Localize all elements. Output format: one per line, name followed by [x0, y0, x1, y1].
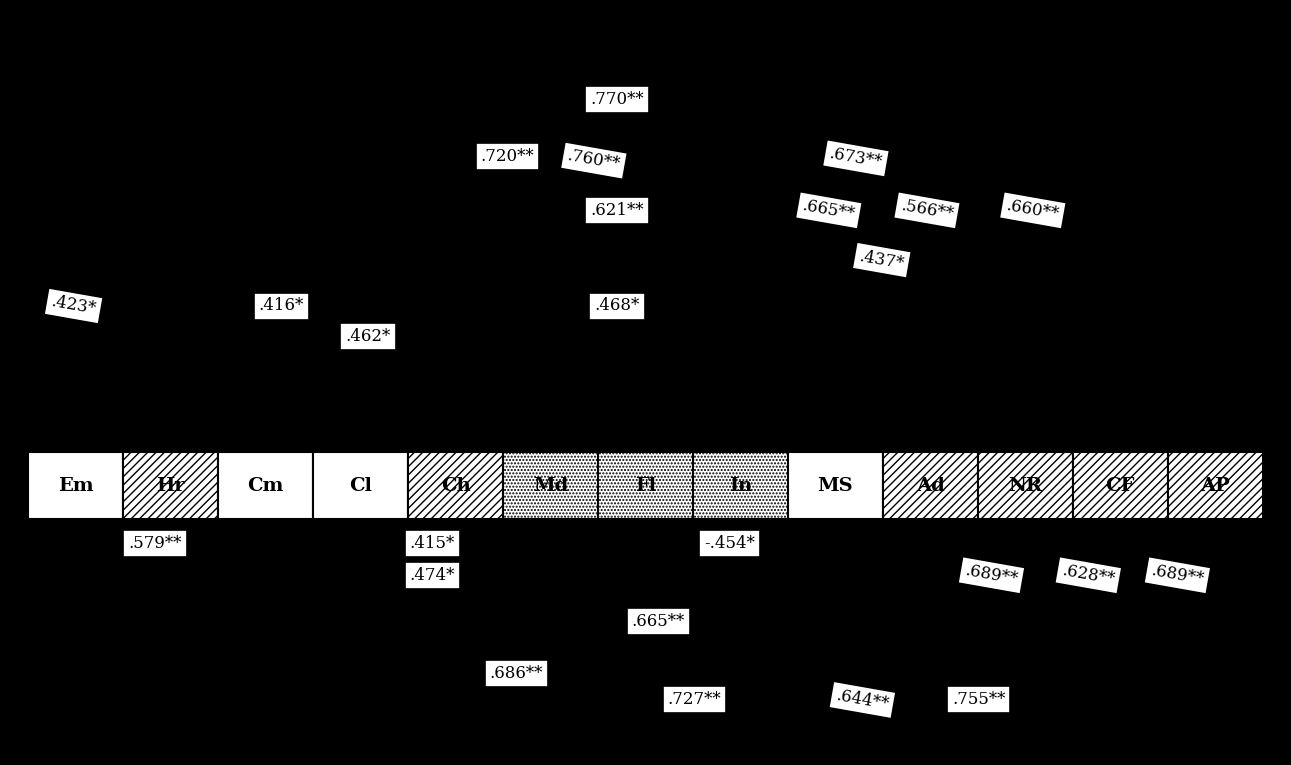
Text: MS: MS — [817, 477, 853, 495]
Text: In: In — [729, 477, 753, 495]
Text: .720**: .720** — [480, 148, 534, 165]
Text: NR: NR — [1008, 477, 1042, 495]
FancyBboxPatch shape — [28, 452, 124, 519]
Text: Ad: Ad — [915, 477, 945, 495]
Text: Cm: Cm — [248, 477, 284, 495]
FancyBboxPatch shape — [408, 452, 503, 519]
Text: .689**: .689** — [1149, 562, 1206, 588]
Text: Hr: Hr — [156, 477, 185, 495]
Text: .660**: .660** — [1004, 197, 1061, 223]
Text: .468*: .468* — [594, 298, 640, 314]
Text: .770**: .770** — [590, 91, 644, 108]
FancyBboxPatch shape — [314, 452, 408, 519]
Text: Cl: Cl — [349, 477, 372, 495]
Text: -.454*: -.454* — [704, 535, 755, 552]
Text: .755**: .755** — [951, 692, 1006, 708]
FancyBboxPatch shape — [883, 452, 977, 519]
Text: CF: CF — [1105, 477, 1135, 495]
FancyBboxPatch shape — [1167, 452, 1263, 519]
Text: Md: Md — [533, 477, 568, 495]
Text: .437*: .437* — [859, 248, 905, 272]
Text: .415*: .415* — [409, 535, 456, 552]
FancyBboxPatch shape — [693, 452, 788, 519]
Text: .760**: .760** — [565, 148, 622, 174]
Text: .673**: .673** — [828, 145, 884, 171]
Text: Fl: Fl — [635, 477, 656, 495]
FancyBboxPatch shape — [124, 452, 218, 519]
Text: Em: Em — [58, 477, 94, 495]
Text: .686**: .686** — [489, 665, 544, 682]
FancyBboxPatch shape — [977, 452, 1073, 519]
Text: .462*: .462* — [345, 328, 391, 345]
Text: AP: AP — [1201, 477, 1230, 495]
FancyBboxPatch shape — [788, 452, 883, 519]
FancyBboxPatch shape — [218, 452, 314, 519]
Text: .644**: .644** — [834, 687, 891, 713]
Text: .727**: .727** — [667, 692, 722, 708]
Text: .566**: .566** — [900, 197, 954, 223]
Text: .621**: .621** — [590, 202, 644, 219]
Text: .416*: .416* — [258, 298, 305, 314]
FancyBboxPatch shape — [503, 452, 598, 519]
Text: .628**: .628** — [1060, 562, 1117, 588]
Text: Ch: Ch — [440, 477, 470, 495]
Text: .474*: .474* — [409, 567, 456, 584]
Text: .423*: .423* — [50, 294, 97, 318]
Text: .665**: .665** — [631, 613, 686, 630]
Text: .665**: .665** — [802, 197, 856, 223]
Text: .579**: .579** — [128, 535, 182, 552]
Text: .689**: .689** — [963, 562, 1020, 588]
FancyBboxPatch shape — [598, 452, 693, 519]
FancyBboxPatch shape — [1073, 452, 1167, 519]
